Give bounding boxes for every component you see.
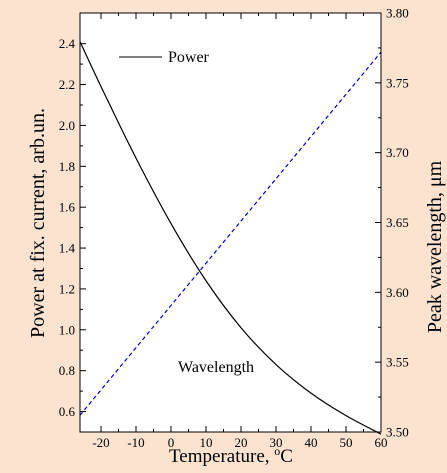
plot-area-background	[80, 13, 381, 432]
series-line-power	[79, 41, 382, 435]
y-axis-label-left: Power at fix. current, arb.un.	[27, 108, 49, 338]
y-left-ticks: 0.6 0.8 1.0 1.2 1.4 1.6 1.8 2.0 2.2 2.4	[59, 36, 86, 419]
x-tick-label: 60	[375, 435, 388, 450]
y-left-tick-label: 1.4	[59, 241, 76, 256]
x-tick-label: 30	[270, 435, 283, 450]
x-tick-label: 40	[305, 435, 318, 450]
y-axis-label-right: Peak wavelength, μm	[424, 160, 446, 333]
legend-power-label: Power	[168, 49, 210, 66]
y-right-tick-label: 3.65	[386, 215, 409, 230]
x-axis-label: Temperature, oC	[169, 444, 293, 467]
y-left-tick-label: 1.0	[59, 322, 75, 337]
x-tick-label: -20	[92, 435, 109, 450]
x-tick-label: -10	[127, 435, 144, 450]
y-right-tick-label: 3.80	[386, 6, 409, 21]
x-tick-label: 50	[340, 435, 353, 450]
series-layer	[79, 41, 382, 435]
y-right-tick-label: 3.75	[386, 75, 409, 90]
x-tick-label: 20	[235, 435, 248, 450]
x-tick-label: 10	[200, 435, 213, 450]
y-left-tick-label: 2.4	[59, 36, 76, 51]
y-left-tick-label: 1.6	[59, 200, 76, 215]
x-ticks: -20 -10 0 10 20 30 40 50 60	[92, 13, 388, 450]
y-left-tick-label: 0.6	[59, 404, 76, 419]
series-line-wavelength	[79, 51, 382, 416]
wavelength-annotation: Wavelength	[178, 359, 254, 376]
y-right-tick-label: 3.50	[386, 425, 409, 440]
y-left-tick-label: 0.8	[59, 363, 75, 378]
y-right-tick-label: 3.70	[386, 145, 409, 160]
y-left-tick-label: 1.2	[59, 281, 75, 296]
y-right-tick-label: 3.55	[386, 355, 409, 370]
y-right-tick-label: 3.60	[386, 285, 409, 300]
y-left-tick-label: 2.2	[59, 77, 75, 92]
y-left-tick-label: 2.0	[59, 118, 75, 133]
x-tick-label: 0	[168, 435, 175, 450]
y-right-ticks: 3.50 3.55 3.60 3.65 3.70 3.75 3.80	[375, 6, 409, 440]
y-left-tick-label: 1.8	[59, 159, 75, 174]
